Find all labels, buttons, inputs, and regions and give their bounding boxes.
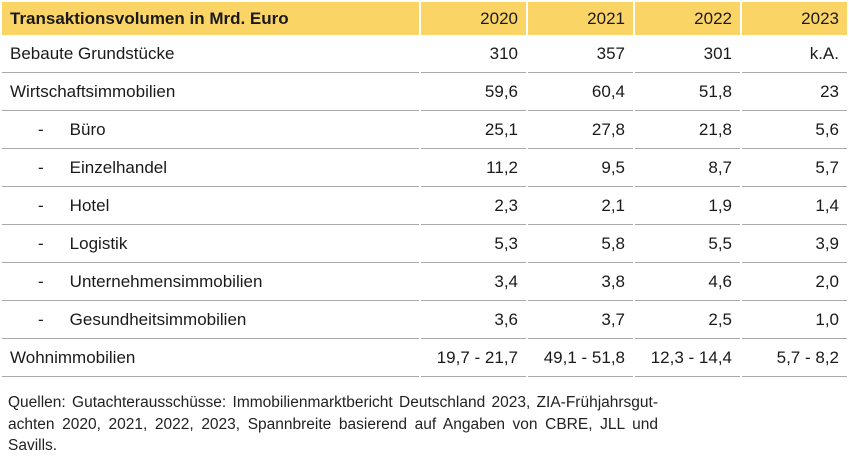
indent-dash: -: [38, 309, 44, 329]
row-label: Logistik: [69, 233, 128, 253]
indent-dash: -: [38, 271, 44, 291]
year-header-2022: 2022: [635, 2, 740, 35]
value-2023: 2,0: [742, 263, 847, 301]
table-row: Bebaute Grundstücke 310 357 301 k.A.: [2, 35, 847, 73]
value-2022: 51,8: [635, 73, 740, 111]
value-2022: 4,6: [635, 263, 740, 301]
table-row: - Büro 25,1 27,8 21,8 5,6: [2, 111, 847, 149]
indent-dash: -: [38, 157, 44, 177]
value-2022: 12,3 - 14,4: [635, 339, 740, 377]
value-2020: 3,4: [421, 263, 526, 301]
source-note-line-1: Quellen: Gutachterausschüsse: Immobilien…: [8, 394, 658, 411]
year-header-2020: 2020: [421, 2, 526, 35]
value-2021: 9,5: [528, 149, 633, 187]
row-label-cell: Wohnimmobilien: [2, 339, 419, 377]
row-label: Einzelhandel: [69, 157, 168, 177]
value-2020: 59,6: [421, 73, 526, 111]
value-2023: 5,7 - 8,2: [742, 339, 847, 377]
value-2020: 2,3: [421, 187, 526, 225]
table-row: - Einzelhandel 11,2 9,5 8,7 5,7: [2, 149, 847, 187]
value-2021: 3,8: [528, 263, 633, 301]
row-label: Wirtschaftsimmobilien: [10, 81, 176, 101]
source-note: Quellen: Gutachterausschüsse: Immobilien…: [8, 392, 658, 457]
value-2022: 1,9: [635, 187, 740, 225]
table-row: Wohnimmobilien 19,7 - 21,7 49,1 - 51,8 1…: [2, 339, 847, 377]
value-2020: 5,3: [421, 225, 526, 263]
row-label-cell: - Logistik: [2, 225, 419, 263]
value-2021: 60,4: [528, 73, 633, 111]
row-label-cell: - Unternehmensimmobilien: [2, 263, 419, 301]
value-2021: 27,8: [528, 111, 633, 149]
value-2020: 19,7 - 21,7: [421, 339, 526, 377]
row-label: Hotel: [69, 195, 110, 215]
table-row: - Logistik 5,3 5,8 5,5 3,9: [2, 225, 847, 263]
transaction-volume-table: Transaktionsvolumen in Mrd. Euro 2020 20…: [0, 2, 849, 377]
row-label-cell: - Büro: [2, 111, 419, 149]
year-header-2023: 2023: [742, 2, 847, 35]
value-2020: 310: [421, 35, 526, 73]
row-label: Büro: [69, 119, 106, 139]
source-note-line-3: Savills.: [8, 437, 58, 454]
row-label-cell: Bebaute Grundstücke: [2, 35, 419, 73]
value-2022: 2,5: [635, 301, 740, 339]
row-label-cell: - Hotel: [2, 187, 419, 225]
row-label: Gesundheitsimmobilien: [69, 309, 247, 329]
value-2020: 11,2: [421, 149, 526, 187]
value-2022: 301: [635, 35, 740, 73]
year-header-2021: 2021: [528, 2, 633, 35]
value-2021: 3,7: [528, 301, 633, 339]
value-2023: 5,7: [742, 149, 847, 187]
value-2022: 5,5: [635, 225, 740, 263]
value-2021: 5,8: [528, 225, 633, 263]
value-2023: 1,0: [742, 301, 847, 339]
value-2022: 8,7: [635, 149, 740, 187]
value-2023: 3,9: [742, 225, 847, 263]
table-body: Bebaute Grundstücke 310 357 301 k.A. Wir…: [2, 35, 847, 377]
table-row: Wirtschaftsimmobilien 59,6 60,4 51,8 23: [2, 73, 847, 111]
table-header-row: Transaktionsvolumen in Mrd. Euro 2020 20…: [2, 2, 847, 35]
value-2023: 5,6: [742, 111, 847, 149]
table-title: Transaktionsvolumen in Mrd. Euro: [2, 2, 419, 35]
table-row: - Hotel 2,3 2,1 1,9 1,4: [2, 187, 847, 225]
value-2020: 3,6: [421, 301, 526, 339]
row-label-cell: - Einzelhandel: [2, 149, 419, 187]
row-label-cell: Wirtschaftsimmobilien: [2, 73, 419, 111]
value-2023: 23: [742, 73, 847, 111]
row-label: Bebaute Grundstücke: [10, 43, 175, 63]
value-2021: 49,1 - 51,8: [528, 339, 633, 377]
value-2021: 357: [528, 35, 633, 73]
value-2020: 25,1: [421, 111, 526, 149]
value-2021: 2,1: [528, 187, 633, 225]
table-row: - Gesundheitsimmobilien 3,6 3,7 2,5 1,0: [2, 301, 847, 339]
row-label: Wohnimmobilien: [10, 347, 136, 367]
source-note-line-2: achten 2020, 2021, 2022, 2023, Spannbrei…: [8, 415, 658, 433]
value-2023: 1,4: [742, 187, 847, 225]
value-2022: 21,8: [635, 111, 740, 149]
row-label-cell: - Gesundheitsimmobilien: [2, 301, 419, 339]
indent-dash: -: [38, 195, 44, 215]
value-2023: k.A.: [742, 35, 847, 73]
row-label: Unternehmensimmobilien: [69, 271, 263, 291]
indent-dash: -: [38, 233, 44, 253]
indent-dash: -: [38, 119, 44, 139]
table-row: - Unternehmensimmobilien 3,4 3,8 4,6 2,0: [2, 263, 847, 301]
